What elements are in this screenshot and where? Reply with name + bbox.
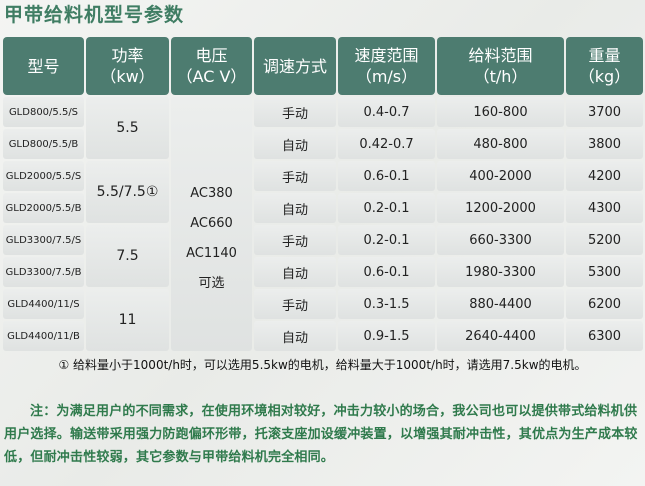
power-cell: 7.5 — [86, 225, 169, 287]
feed-range-cell: 1980-3300 — [437, 257, 564, 287]
speed-mode-cell: 自动 — [254, 257, 336, 287]
speed-range-cell: 0.6-0.1 — [338, 257, 435, 287]
weight-cell: 4300 — [566, 193, 643, 223]
speed-range-cell: 0.4-0.7 — [338, 97, 435, 127]
speed-mode-cell: 自动 — [254, 129, 336, 159]
model-cell: GLD800/5.5/B — [3, 129, 84, 159]
model-cell: GLD2000/5.5/S — [3, 161, 84, 191]
power-cell: 5.5 — [86, 97, 169, 159]
feed-range-cell: 660-3300 — [437, 225, 564, 255]
model-cell: GLD2000/5.5/B — [3, 193, 84, 223]
weight-cell: 3700 — [566, 97, 643, 127]
speed-mode-cell: 手动 — [254, 161, 336, 191]
speed-mode-cell: 自动 — [254, 193, 336, 223]
spec-table: 型号 功率 （kw） 电压 （AC V） 调速方式 速度范围 （m/s） 给料范围 （t/… — [3, 37, 643, 351]
voltage-cell: AC380 AC660 AC1140 可选 — [171, 97, 252, 351]
weight-cell: 6200 — [566, 289, 643, 319]
speed-mode-cell: 手动 — [254, 97, 336, 127]
power-cell: 11 — [86, 289, 169, 351]
footnote: ① 给料量小于1000t/h时，可以选用5.5kw的电机，给料量大于1000t/… — [58, 358, 587, 372]
power-cell: 5.5/7.5① — [86, 161, 169, 223]
header-model: 型号 — [3, 37, 84, 95]
header-speed-mode: 调速方式 — [254, 37, 336, 95]
speed-mode-cell: 自动 — [254, 321, 336, 351]
feed-range-cell: 1200-2000 — [437, 193, 564, 223]
speed-range-cell: 0.9-1.5 — [338, 321, 435, 351]
weight-cell: 3800 — [566, 129, 643, 159]
feed-range-cell: 2640-4400 — [437, 321, 564, 351]
speed-range-cell: 0.42-0.7 — [338, 129, 435, 159]
speed-range-cell: 0.6-0.1 — [338, 161, 435, 191]
header-weight: 重量 （kg） — [566, 37, 643, 95]
speed-range-cell: 0.2-0.1 — [338, 193, 435, 223]
model-cell: GLD4400/11/S — [3, 289, 84, 319]
weight-cell: 4200 — [566, 161, 643, 191]
model-cell: GLD800/5.5/S — [3, 97, 84, 127]
feed-range-cell: 880-4400 — [437, 289, 564, 319]
weight-cell: 6300 — [566, 321, 643, 351]
model-cell: GLD3300/7.5/S — [3, 225, 84, 255]
feed-range-cell: 400-2000 — [437, 161, 564, 191]
header-speed-range: 速度范围 （m/s） — [338, 37, 435, 95]
page-title: 甲带给料机型号参数 — [4, 4, 185, 26]
weight-cell: 5200 — [566, 225, 643, 255]
speed-range-cell: 0.3-1.5 — [338, 289, 435, 319]
note-paragraph: 注：为满足用户的不同需求，在使用环境相对较好，冲击力较小的场合，我公司也可以提供… — [4, 404, 638, 465]
header-feed-range: 给料范围 （t/h） — [437, 37, 564, 95]
feed-range-cell: 480-800 — [437, 129, 564, 159]
speed-range-cell: 0.2-0.1 — [338, 225, 435, 255]
feed-range-cell: 160-800 — [437, 97, 564, 127]
speed-mode-cell: 手动 — [254, 225, 336, 255]
header-power: 功率 （kw） — [86, 37, 169, 95]
weight-cell: 5300 — [566, 257, 643, 287]
model-cell: GLD3300/7.5/B — [3, 257, 84, 287]
model-cell: GLD4400/11/B — [3, 321, 84, 351]
speed-mode-cell: 手动 — [254, 289, 336, 319]
header-voltage: 电压 （AC V） — [171, 37, 252, 95]
